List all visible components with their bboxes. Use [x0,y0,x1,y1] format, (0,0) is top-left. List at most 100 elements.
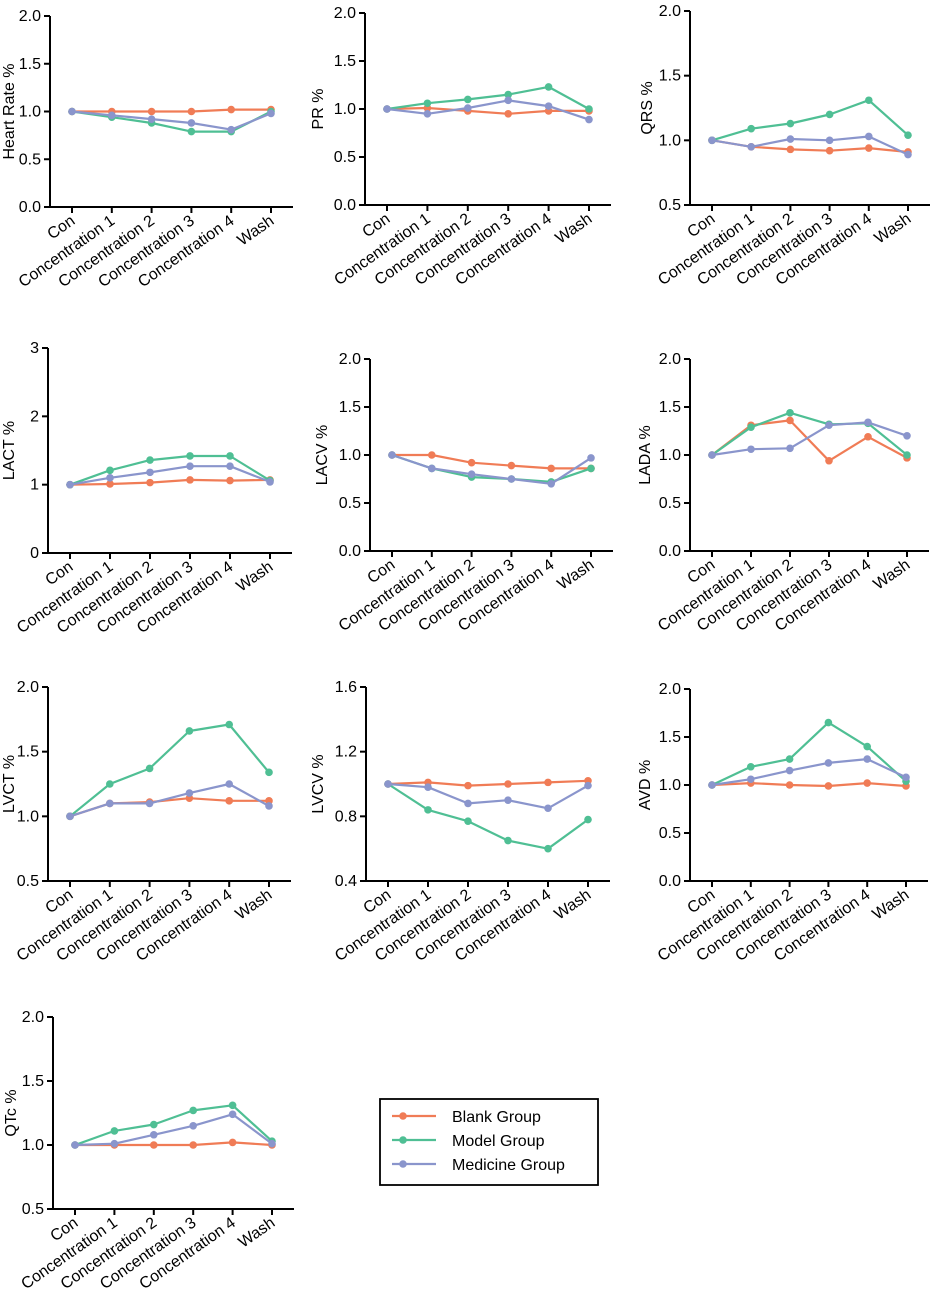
series-line-medicine-group [69,465,271,486]
data-point [786,119,795,128]
series-line-medicine-group [391,453,592,485]
data-point [266,478,274,486]
y-tick-label: 0.5 [659,825,681,842]
data-point [226,462,234,471]
data-point [708,136,716,145]
y-tick-label: 3 [30,340,39,357]
data-point [424,783,432,792]
data-point [225,780,233,788]
x-tick-label: Wash [233,886,276,923]
data-point [187,127,196,136]
data-point [504,90,512,99]
y-tick-label: 0.0 [659,543,681,560]
y-tick-label: 1.6 [335,679,357,696]
y-tick-label: 2.0 [659,351,681,368]
data-point [186,462,194,471]
series-line-medicine-group [386,99,590,121]
series-line-medicine-group [711,757,907,787]
y-tick-label: 1.5 [334,53,356,70]
data-point [786,135,795,143]
data-point [467,458,476,467]
series-line-medicine-group [74,1113,273,1147]
data-point [228,1101,237,1110]
y-tick-label: 2.0 [659,681,681,698]
data-point [424,806,432,814]
y-tick-label: 2.0 [334,5,356,22]
data-point [825,456,833,465]
data-point [747,143,755,151]
y-tick-label: 1.0 [339,447,361,464]
data-point [904,150,912,159]
data-point [825,421,833,430]
y-tick-label: 0.0 [334,197,356,214]
x-tick-label: Wash [235,212,278,249]
data-point [903,451,911,459]
data-point [145,764,154,773]
series-line-medicine-group [711,421,908,457]
y-tick-label: 1.5 [659,399,681,416]
data-point [106,474,114,482]
data-point [186,452,194,460]
data-point [747,423,755,431]
y-axis-title: LVCT % [1,755,18,813]
data-point [747,762,755,771]
data-point [106,480,114,488]
legend-label: Medicine Group [452,1157,565,1174]
y-tick-label: 0.5 [19,151,41,168]
series-line-model-group [711,721,907,786]
data-point [785,766,794,775]
data-point [383,105,391,113]
series-line-model-group [711,411,908,456]
data-point [507,475,516,483]
series-line-medicine-group [69,782,270,818]
x-tick-label: Wash [234,558,277,595]
data-point [464,104,472,112]
y-tick-label: 1.5 [339,399,361,416]
data-point [825,136,834,145]
data-point [428,451,436,459]
data-point [225,797,233,805]
data-point [863,755,871,763]
y-axis-title: Heart Rate % [1,63,18,159]
x-tick-label: Wash [552,886,595,923]
y-tick-label: 2 [30,408,39,425]
legend-label: Blank Group [452,1109,541,1126]
series-line-blank-group [711,419,908,462]
series-line-model-group [387,783,589,850]
data-point [708,451,716,459]
data-point [428,464,436,473]
y-tick-label: 0.5 [659,495,681,512]
y-tick-label: 0.4 [335,873,357,890]
data-point [544,778,552,787]
legend-marker [399,1136,407,1144]
y-axis-title: LACV % [314,425,331,485]
data-point [226,476,234,485]
data-point [68,107,76,116]
data-point [187,119,196,127]
y-tick-label: 1.0 [22,1137,44,1154]
data-point [865,132,873,141]
data-point [66,812,74,821]
data-point [146,468,154,477]
data-point [904,131,912,139]
data-point [865,96,873,105]
series-line-blank-group [69,478,271,486]
data-point [265,768,273,777]
data-point [464,781,472,790]
y-tick-label: 1.5 [19,56,41,73]
y-tick-label: 0.5 [17,873,39,890]
legend-marker [399,1112,407,1120]
x-tick-label: Wash [870,886,913,923]
y-tick-label: 2.0 [17,679,39,696]
y-tick-label: 0.5 [334,149,356,166]
series-line-model-group [69,454,271,486]
